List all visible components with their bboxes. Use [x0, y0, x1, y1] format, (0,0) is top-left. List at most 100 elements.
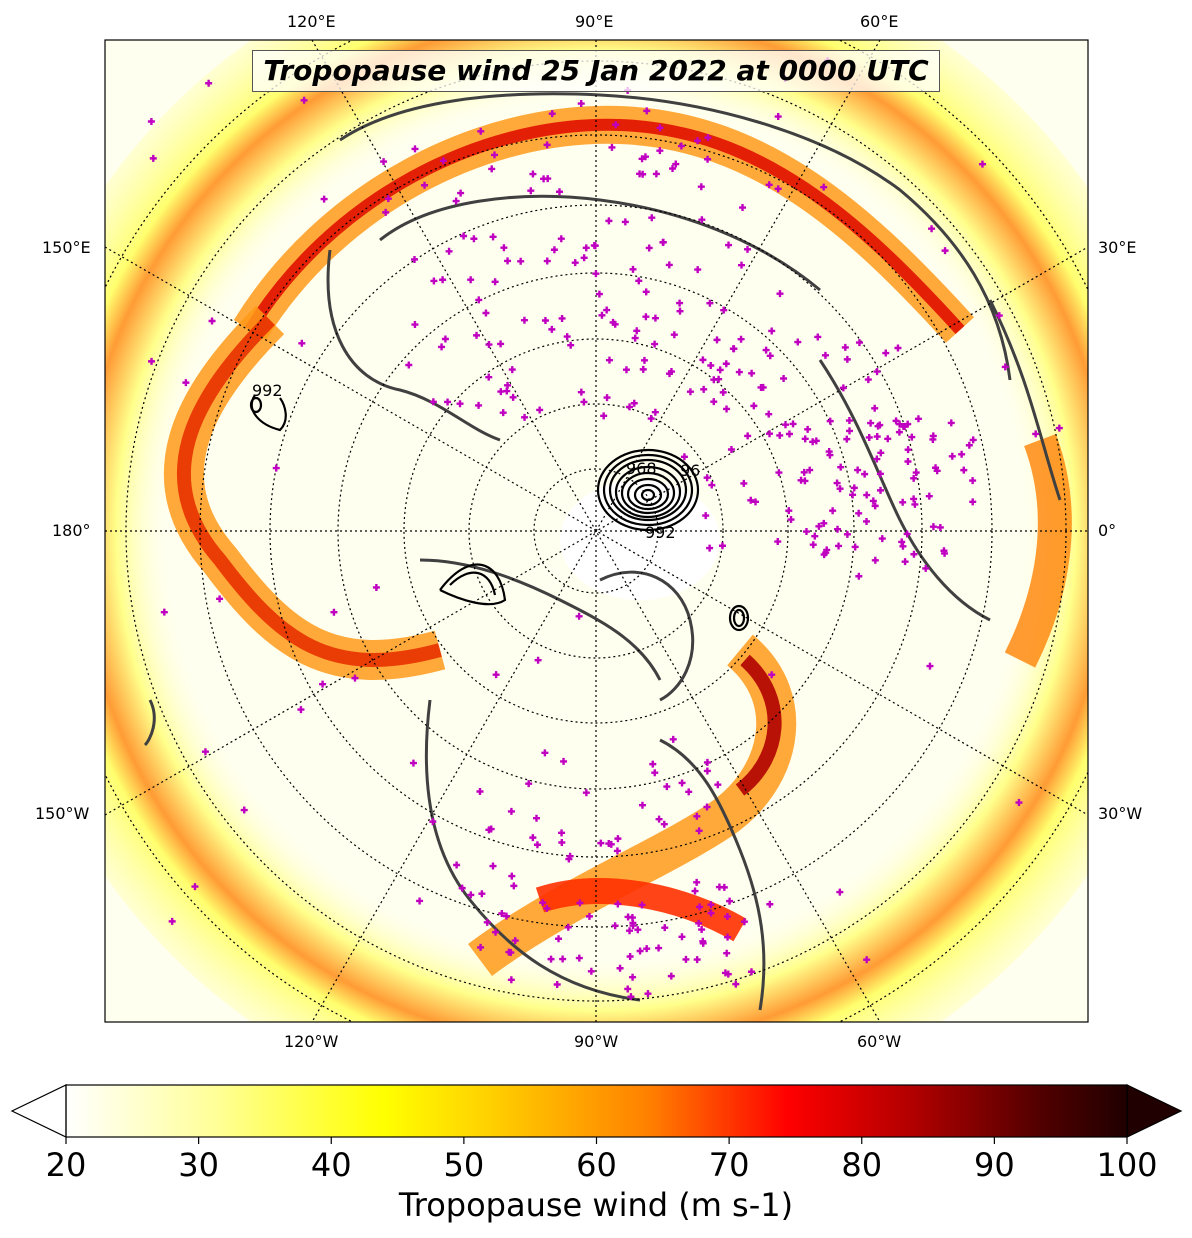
station-marker	[781, 421, 789, 429]
station-marker	[699, 937, 707, 945]
station-marker	[603, 394, 611, 402]
station-marker	[611, 922, 619, 930]
station-marker	[929, 435, 937, 443]
meridian-label: 120°E	[287, 12, 336, 31]
station-marker	[405, 361, 413, 369]
colorbar-tick-label: 70	[708, 1146, 750, 1184]
station-marker	[1032, 430, 1040, 438]
station-marker	[651, 340, 659, 348]
station-marker	[714, 781, 722, 789]
station-marker	[703, 474, 711, 482]
station-marker	[843, 355, 851, 363]
station-marker	[575, 954, 583, 962]
station-marker	[382, 208, 390, 216]
colorbar-tick-label: 90	[974, 1146, 1015, 1184]
station-marker	[912, 469, 920, 477]
station-marker	[936, 523, 944, 531]
station-marker	[823, 546, 831, 554]
station-marker	[896, 420, 904, 428]
station-marker	[605, 217, 613, 225]
station-marker	[776, 431, 784, 439]
contour-labels: 992 968 96 992	[252, 381, 700, 542]
station-marker	[958, 450, 966, 458]
station-marker	[667, 972, 675, 980]
station-marker	[475, 401, 483, 409]
meridian-label: 0°	[1098, 521, 1117, 540]
station-marker	[529, 170, 537, 178]
station-marker	[504, 381, 512, 389]
station-marker	[592, 270, 600, 278]
svg-text:96: 96	[680, 461, 700, 480]
station-marker	[718, 542, 726, 550]
station-marker	[723, 913, 731, 921]
station-marker	[651, 769, 659, 777]
meridian-label: 150°E	[42, 238, 91, 257]
station-marker	[922, 564, 930, 572]
station-marker	[520, 316, 528, 324]
station-marker	[960, 466, 968, 474]
station-marker	[691, 887, 699, 895]
station-marker	[1001, 363, 1009, 371]
station-marker	[595, 290, 603, 298]
station-marker	[740, 918, 748, 926]
station-marker	[804, 425, 812, 433]
map-frame	[104, 39, 1089, 1023]
station-marker	[969, 477, 977, 485]
station-marker	[855, 339, 863, 347]
station-marker	[776, 290, 784, 298]
station-marker	[591, 242, 599, 250]
station-marker	[1055, 424, 1063, 432]
station-marker	[621, 218, 629, 226]
station-marker	[863, 956, 871, 964]
station-marker	[300, 96, 308, 104]
station-marker	[240, 806, 248, 814]
station-marker	[616, 964, 624, 972]
station-marker	[765, 181, 773, 189]
station-marker	[201, 748, 209, 756]
station-marker	[926, 662, 934, 670]
station-marker	[914, 415, 922, 423]
station-marker	[548, 110, 556, 118]
station-marker	[871, 502, 879, 510]
station-marker	[216, 595, 224, 603]
station-marker	[774, 185, 782, 193]
station-marker	[910, 474, 918, 482]
station-marker	[693, 812, 701, 820]
station-marker	[627, 993, 635, 1001]
station-marker	[904, 446, 912, 454]
station-marker	[894, 344, 902, 352]
station-marker	[850, 484, 858, 492]
station-marker	[540, 175, 548, 183]
station-marker	[707, 909, 715, 917]
station-marker	[851, 543, 859, 551]
station-marker	[649, 760, 657, 768]
station-marker	[876, 470, 884, 478]
station-marker	[814, 333, 822, 341]
station-marker	[698, 926, 706, 934]
station-marker	[543, 257, 551, 265]
station-marker	[839, 384, 847, 392]
station-marker	[735, 368, 743, 376]
station-marker	[743, 245, 751, 253]
station-marker	[555, 188, 563, 196]
station-marker	[607, 840, 615, 848]
station-marker	[582, 789, 590, 797]
station-marker	[672, 160, 680, 168]
station-marker	[500, 244, 508, 252]
station-marker	[532, 814, 540, 822]
colorbar-label: Tropopause wind (m s-1)	[398, 1186, 794, 1224]
station-marker	[614, 900, 622, 908]
station-marker	[541, 749, 549, 757]
station-marker	[656, 147, 664, 155]
station-marker	[710, 376, 718, 384]
station-marker	[502, 912, 510, 920]
station-marker	[732, 980, 740, 988]
station-marker	[488, 165, 496, 173]
station-marker	[438, 343, 446, 351]
station-marker	[789, 420, 797, 428]
station-marker	[429, 818, 437, 826]
station-marker	[614, 835, 622, 843]
station-marker	[801, 435, 809, 443]
station-marker	[884, 435, 892, 443]
